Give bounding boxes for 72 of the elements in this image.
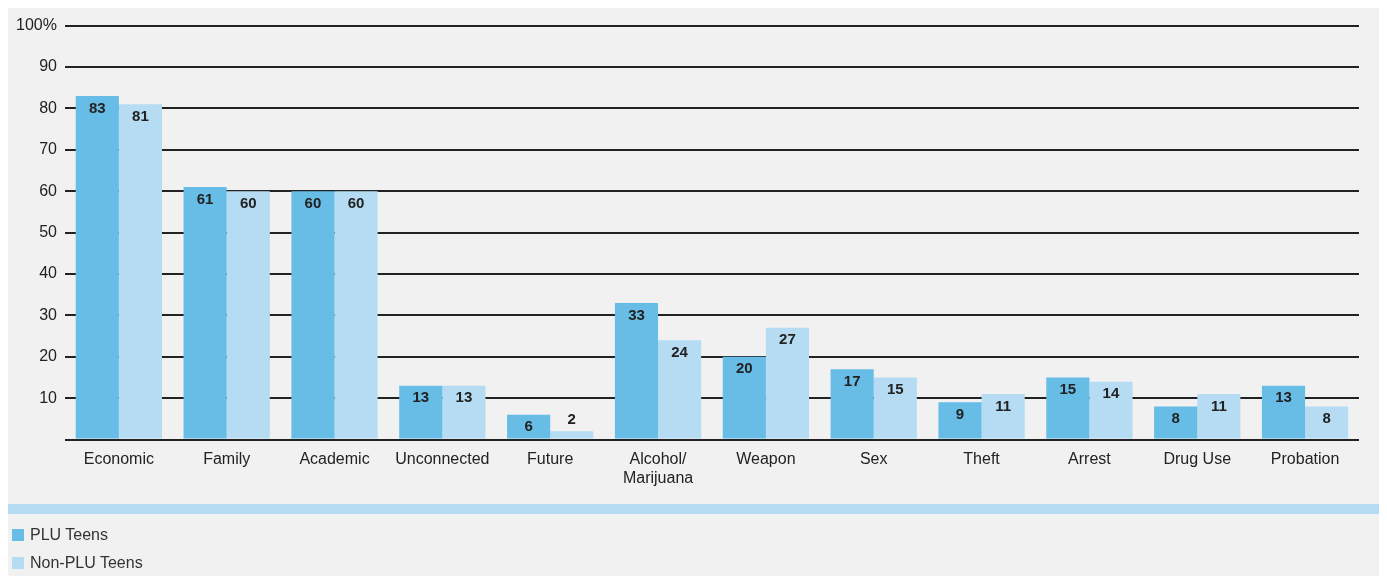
x-tick-label: Family [203, 449, 251, 467]
data-label: 24 [671, 342, 689, 360]
data-label: 61 [196, 189, 214, 207]
bar [334, 191, 378, 439]
data-label: 11 [995, 396, 1012, 414]
bar [507, 414, 551, 439]
data-label: 81 [132, 106, 149, 124]
x-tick-label: Theft [963, 449, 1001, 467]
bar [291, 191, 335, 439]
x-tick-label: Sex [859, 449, 888, 467]
data-label: 83 [88, 98, 106, 116]
bar [938, 402, 982, 439]
data-label: 11 [1210, 396, 1227, 414]
data-label: 6 [524, 417, 533, 435]
bar [442, 385, 486, 439]
data-label: 13 [412, 388, 430, 406]
y-tick-label: 80 [39, 98, 58, 116]
data-label: 60 [239, 193, 257, 211]
x-tick-label: Alcohol/ Marijuana [622, 449, 694, 486]
bar [830, 369, 874, 439]
bar [1154, 406, 1198, 439]
bar [183, 187, 227, 439]
data-label: 2 [567, 409, 576, 427]
y-tick-label: 90 [39, 57, 58, 75]
bar [1261, 385, 1306, 439]
data-label: 33 [628, 305, 645, 323]
bar [550, 431, 594, 439]
data-label: 20 [735, 359, 753, 377]
x-tick-label: Future [527, 449, 574, 467]
data-label: 27 [779, 330, 796, 348]
bar [1089, 381, 1133, 439]
x-tick-label: Probation [1270, 449, 1340, 467]
data-label: 15 [886, 380, 904, 398]
legend-label: PLU Teens [30, 526, 108, 544]
x-tick-label: Drug Use [1163, 449, 1232, 467]
bar [399, 385, 443, 439]
bar [75, 95, 119, 439]
bar [614, 302, 659, 439]
legend-label: Non-PLU Teens [30, 554, 143, 572]
y-tick-label: 60 [39, 181, 58, 199]
bar [722, 356, 766, 439]
x-tick-label: Unconnected [395, 449, 490, 467]
bar [1046, 377, 1090, 439]
data-label: 14 [1102, 384, 1120, 402]
data-label: 13 [455, 388, 473, 406]
y-tick-label: 70 [39, 140, 58, 158]
y-tick-label: 20 [39, 347, 58, 365]
data-label: 60 [304, 193, 322, 211]
y-tick-label: 50 [39, 223, 58, 241]
x-tick-label: Academic [299, 449, 370, 467]
bar [658, 340, 702, 439]
bar [981, 394, 1025, 439]
data-label: 60 [347, 193, 365, 211]
x-tick-label: Arrest [1068, 449, 1112, 467]
y-tick-label: 10 [39, 388, 58, 406]
data-label: 17 [843, 371, 861, 389]
bar [765, 327, 810, 439]
bar [1305, 406, 1349, 439]
data-label: 15 [1059, 380, 1077, 398]
data-label: 8 [1322, 409, 1331, 427]
y-tick-label: 30 [39, 305, 58, 323]
x-tick-label: Weapon [736, 449, 796, 467]
bar [118, 104, 162, 439]
data-label: 8 [1171, 409, 1180, 427]
x-tick-label: Economic [83, 449, 154, 467]
y-tick-label: 40 [39, 264, 58, 282]
bar [873, 377, 917, 439]
bar [226, 191, 270, 439]
data-label: 13 [1275, 388, 1292, 406]
bar [1197, 394, 1241, 439]
data-label: 9 [955, 404, 965, 422]
y-tick-label: 100% [16, 16, 57, 34]
